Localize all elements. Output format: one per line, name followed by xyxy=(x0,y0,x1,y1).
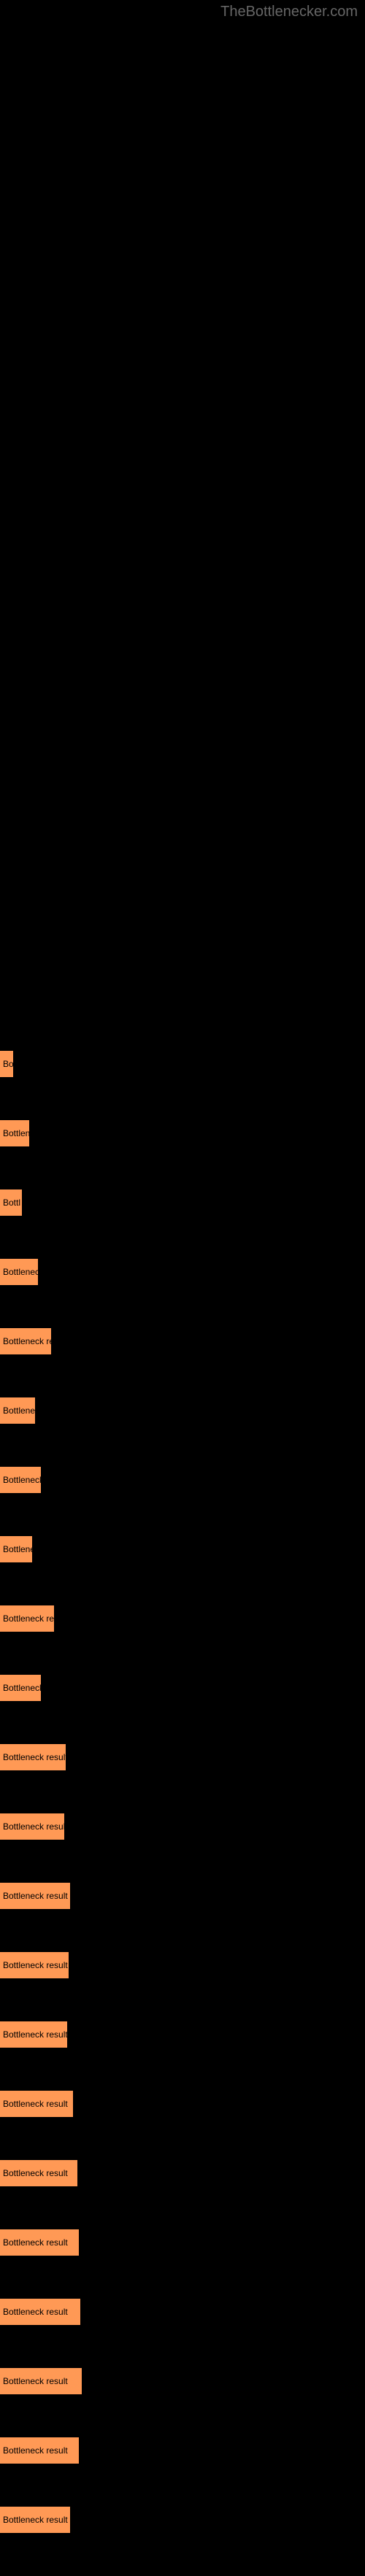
chart-bar: Bottleneck result xyxy=(0,2160,77,2186)
bar-row: Bottleneck result xyxy=(0,1813,365,1840)
bar-chart: Bo Bottlene Bottl Bottleneck Bottleneck re Bo… xyxy=(0,0,365,2533)
bar-row: Bottleneck result xyxy=(0,2229,365,2256)
chart-bar: Bottleneck result xyxy=(0,1883,70,1909)
bar-row: Bottleneck xyxy=(0,1467,365,1493)
bar-row: Bottlene xyxy=(0,1120,365,1146)
chart-bar: Bottleneck result xyxy=(0,2229,79,2256)
bar-row: Bottleneck result xyxy=(0,1952,365,1978)
bar-row: Bottlenec xyxy=(0,1397,365,1424)
chart-bar: Bottleneck result xyxy=(0,2368,82,2394)
bar-row: Bottlene xyxy=(0,1536,365,1562)
bar-row: Bottleneck result xyxy=(0,2368,365,2394)
bar-row: Bottleneck result xyxy=(0,1883,365,1909)
bar-row: Bottleneck xyxy=(0,1675,365,1701)
chart-bar: Bottleneck xyxy=(0,1467,41,1493)
bar-row: Bottleneck result xyxy=(0,2091,365,2117)
bar-row: Bottleneck result xyxy=(0,2021,365,2048)
chart-bar: Bottleneck result xyxy=(0,2091,73,2117)
chart-bar: Bottleneck result xyxy=(0,2021,67,2048)
chart-bar: Bottleneck re xyxy=(0,1328,51,1354)
chart-bar: Bottleneck res xyxy=(0,1605,54,1632)
chart-bar: Bottleneck result xyxy=(0,2299,80,2325)
chart-bar: Bo xyxy=(0,1051,13,1077)
bar-row: Bottleneck xyxy=(0,1259,365,1285)
bar-row: Bottl xyxy=(0,1189,365,1216)
bar-row: Bottleneck result xyxy=(0,2437,365,2464)
chart-bar: Bottleneck result xyxy=(0,2437,79,2464)
bar-row: Bottleneck re xyxy=(0,1328,365,1354)
chart-bar: Bottleneck xyxy=(0,1259,38,1285)
chart-bar: Bottlenec xyxy=(0,1397,35,1424)
chart-bar: Bottleneck xyxy=(0,1675,41,1701)
bar-row: Bottleneck res xyxy=(0,1605,365,1632)
chart-bar: Bottlene xyxy=(0,1536,32,1562)
chart-bar: Bottleneck result xyxy=(0,1952,69,1978)
bar-row: Bottleneck result xyxy=(0,2299,365,2325)
bar-row: Bottleneck result xyxy=(0,2507,365,2533)
chart-bar: Bottl xyxy=(0,1189,22,1216)
bar-row: Bottleneck result xyxy=(0,1744,365,1770)
chart-bar: Bottlene xyxy=(0,1120,29,1146)
bar-row: Bo xyxy=(0,1051,365,1077)
watermark-text: TheBottlenecker.com xyxy=(220,4,358,20)
chart-bar: Bottleneck result xyxy=(0,2507,70,2533)
chart-bar: Bottleneck result xyxy=(0,1744,66,1770)
bar-row: Bottleneck result xyxy=(0,2160,365,2186)
chart-bar: Bottleneck result xyxy=(0,1813,64,1840)
